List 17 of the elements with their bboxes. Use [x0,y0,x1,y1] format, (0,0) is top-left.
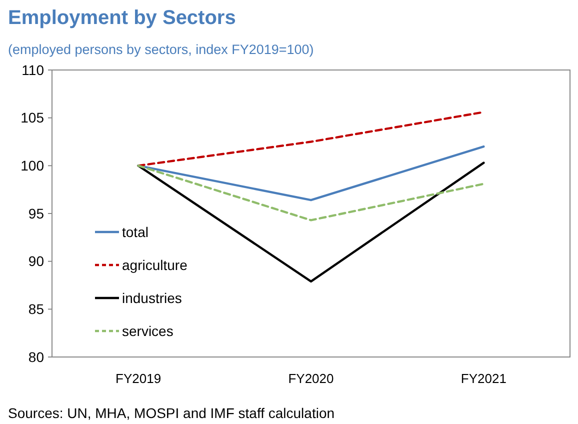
x-tick-label: FY2021 [460,371,506,386]
y-tick-label: 90 [28,253,44,270]
y-tick-label: 95 [28,205,44,222]
chart-subtitle: (employed persons by sectors, index FY2019=100) [8,42,314,57]
y-tick-label: 105 [20,110,44,126]
y-tick-label: 110 [22,62,44,78]
legend-label: agriculture [122,256,188,273]
legend-label: services [122,322,174,339]
legend-label: total [122,224,148,240]
x-tick-label: FY2020 [288,371,334,386]
source-note: Sources: UN, MHA, MOSPI and IMF staff calculation [8,405,335,421]
legend-label: industries [122,290,182,306]
y-tick-label: 100 [20,158,44,174]
y-tick-label: 80 [28,348,44,365]
chart-title: Employment by Sectors [8,7,236,29]
x-tick-label: FY2019 [116,371,162,386]
y-tick-label: 85 [28,301,44,318]
